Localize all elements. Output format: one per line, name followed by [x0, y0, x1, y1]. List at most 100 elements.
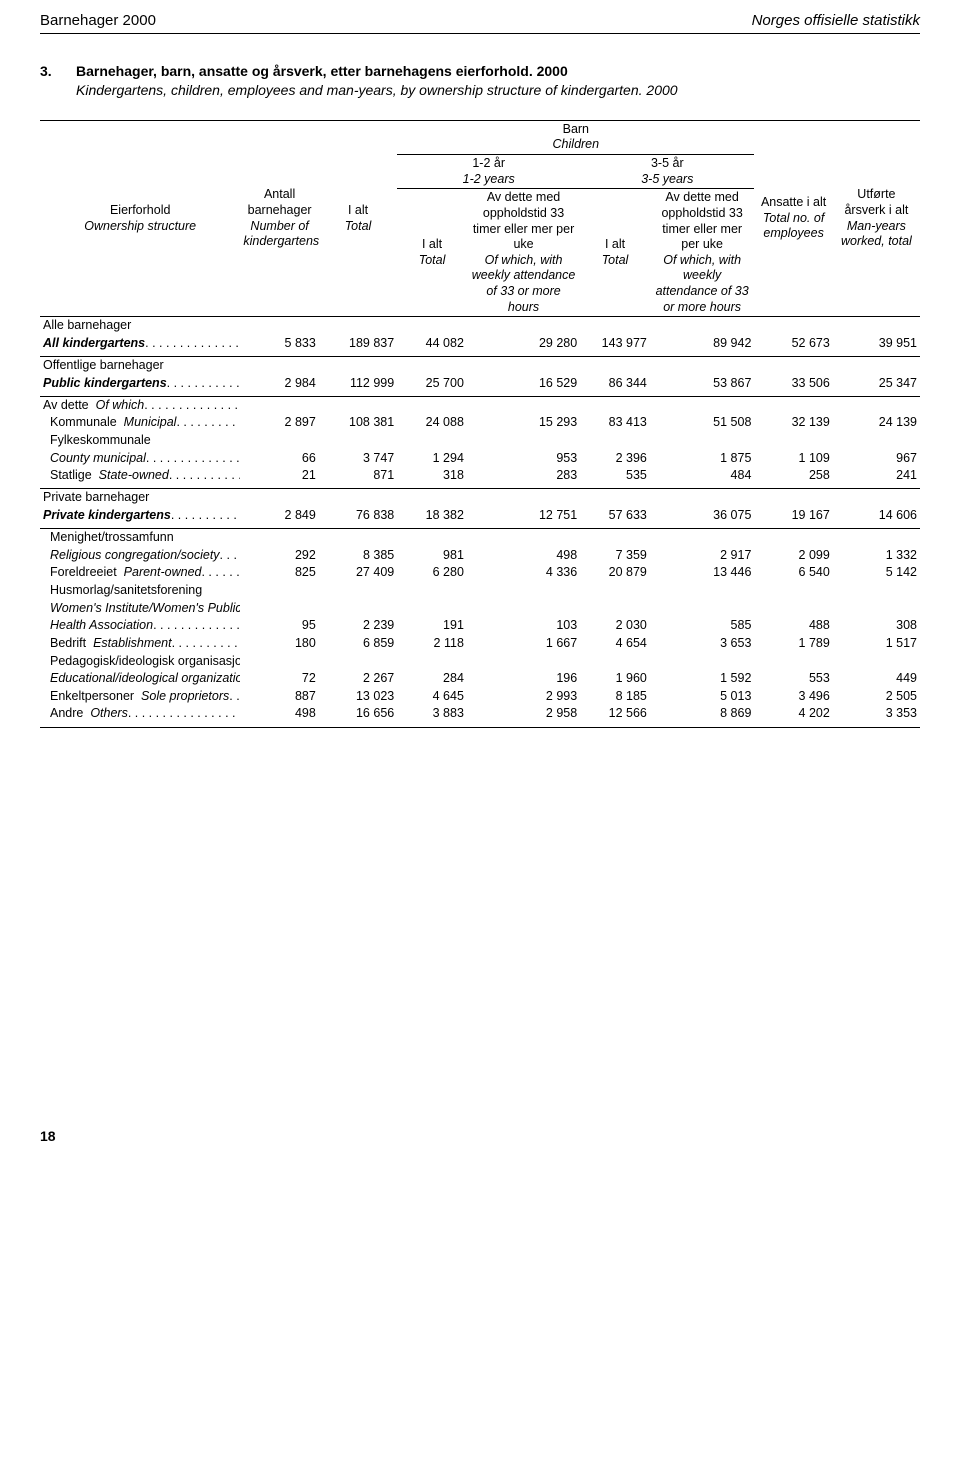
rowhead-cell: Eierforhold Ownership structure [40, 120, 240, 317]
col-antall-en: Number of kindergartens [243, 219, 319, 249]
col-12-group: 1-2 år 1-2 years [397, 155, 580, 189]
col-35-total-no: I alt [605, 237, 625, 251]
statlige-no: Statlige [50, 468, 92, 482]
cell: 1 592 [650, 670, 755, 688]
cell: 1 109 [754, 450, 832, 468]
col-12-sub-no: Av dette med oppholdstid 33 timer eller … [473, 190, 574, 251]
row-public-no: Offentlige barnehager [40, 357, 240, 375]
cell: 292 [240, 547, 318, 565]
cell: 86 344 [580, 375, 650, 393]
husmor-no: Husmorlag/sanitetsforening [40, 582, 240, 600]
cell: 180 [240, 635, 318, 653]
cell: 7 359 [580, 547, 650, 565]
cell: 32 139 [754, 414, 832, 432]
relig-en: Religious congregation/society [50, 548, 220, 562]
row-ofwhich: Av dette Of which . . . . . . . . . . . … [40, 396, 920, 414]
col-12-no: 1-2 år [472, 156, 505, 170]
cell: 20 879 [580, 564, 650, 582]
cell: 76 838 [319, 507, 397, 525]
cell: 196 [467, 670, 580, 688]
cell: 2 267 [319, 670, 397, 688]
cell: 6 859 [319, 635, 397, 653]
cell: 33 506 [754, 375, 832, 393]
row-fylkes-label: Fylkeskommunale [40, 432, 920, 450]
cell: 14 606 [833, 507, 920, 525]
row-enkelt: Enkeltpersoner Sole proprietors . . . . … [40, 688, 920, 706]
col-ansatte-no: Ansatte i alt [761, 195, 826, 209]
cell: 2 917 [650, 547, 755, 565]
col-ansatte-en: Total no. of employees [763, 211, 824, 241]
row-relig: Religious congregation/society . . . . .… [40, 547, 920, 565]
cell: 2 396 [580, 450, 650, 468]
page-header: Barnehager 2000 Norges offisielle statis… [40, 0, 920, 34]
cell: 3 353 [833, 705, 920, 723]
row-public: Public kindergartens . . . . . . . . . .… [40, 375, 920, 393]
pedag-no: Pedagogisk/ideologisk organisasjon [40, 653, 240, 671]
cell: 29 280 [467, 335, 580, 353]
cell: 36 075 [650, 507, 755, 525]
cell: 72 [240, 670, 318, 688]
fylkes-en: County municipal [50, 451, 146, 465]
cell: 967 [833, 450, 920, 468]
col-35-sub: Av dette med oppholdstid 33 timer eller … [650, 189, 755, 317]
andre-en: Others [90, 706, 128, 720]
cell: 16 529 [467, 375, 580, 393]
col-12-sub-en: Of which, with weekly attendance of 33 o… [472, 253, 576, 314]
cell: 25 347 [833, 375, 920, 393]
cell: 12 751 [467, 507, 580, 525]
cell: 1 960 [580, 670, 650, 688]
col-ialt-en: Total [345, 219, 372, 233]
data-table: Eierforhold Ownership structure Antall b… [40, 120, 920, 728]
cell: 488 [754, 617, 832, 635]
cell: 498 [240, 705, 318, 723]
cell: 484 [650, 467, 755, 485]
cell: 3 653 [650, 635, 755, 653]
cell: 8 185 [580, 688, 650, 706]
table-head: Eierforhold Ownership structure Antall b… [40, 120, 920, 317]
col-35-group: 3-5 år 3-5 years [580, 155, 754, 189]
row-private-label: Private barnehager [40, 489, 920, 507]
cell: 6 540 [754, 564, 832, 582]
cell: 2 118 [397, 635, 467, 653]
cell: 19 167 [754, 507, 832, 525]
cell: 44 082 [397, 335, 467, 353]
col-35-total: I alt Total [580, 189, 650, 317]
cell: 39 951 [833, 335, 920, 353]
cell: 871 [319, 467, 397, 485]
cell: 5 013 [650, 688, 755, 706]
bedrift-en: Establishment [93, 636, 172, 650]
col-ialt-no: I alt [348, 203, 368, 217]
row-pedag-label: Pedagogisk/ideologisk organisasjon [40, 653, 920, 671]
cell: 2 849 [240, 507, 318, 525]
rowhead-en: Ownership structure [84, 219, 196, 233]
row-all-en: All kindergartens . . . . . . . . . . . … [40, 335, 240, 353]
enkelt-en: Sole proprietors [141, 689, 229, 703]
row-relig-label: Menighet/trossamfunn [40, 529, 920, 547]
row-kommunale: Kommunale Municipal . . . . . . . . . . … [40, 414, 920, 432]
parent-no: Foreldreeiet [50, 565, 117, 579]
col-barn-no: Barn [563, 122, 589, 136]
table-body: Alle barnehager All kindergartens . . . … [40, 317, 920, 727]
col-35-sub-no: Av dette med oppholdstid 33 timer eller … [661, 190, 742, 251]
row-statlige: Statlige State-owned . . . . . . . . . .… [40, 467, 920, 485]
cell: 21 [240, 467, 318, 485]
cell: 83 413 [580, 414, 650, 432]
row-private-no: Private barnehager [40, 489, 240, 507]
cell: 2 030 [580, 617, 650, 635]
cell: 449 [833, 670, 920, 688]
husmor-en-2: Health Association [50, 618, 153, 632]
cell: 24 139 [833, 414, 920, 432]
cell: 283 [467, 467, 580, 485]
cell: 3 747 [319, 450, 397, 468]
cell: 12 566 [580, 705, 650, 723]
cell: 3 883 [397, 705, 467, 723]
title-number: 3. [40, 62, 76, 100]
cell: 27 409 [319, 564, 397, 582]
cell: 95 [240, 617, 318, 635]
cell: 2 505 [833, 688, 920, 706]
cell: 825 [240, 564, 318, 582]
row-private: Private kindergartens . . . . . . . . . … [40, 507, 920, 525]
row-husmor: Health Association . . . . . . . . . . .… [40, 617, 920, 635]
statlige-en: State-owned [99, 468, 169, 482]
cell: 5 142 [833, 564, 920, 582]
